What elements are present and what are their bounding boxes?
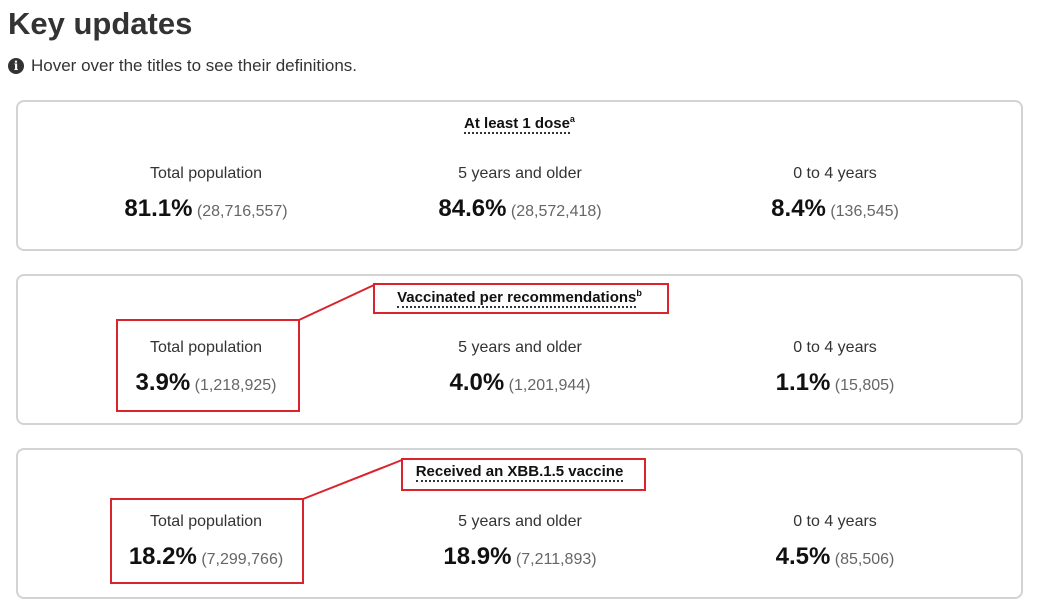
- stat-label: 0 to 4 years: [793, 165, 877, 182]
- stat-value: 84.6% (28,572,418): [370, 194, 670, 227]
- stat-total-population: Total population 3.9% (1,218,925): [56, 338, 356, 401]
- stat-value: 8.4% (136,545): [685, 194, 985, 227]
- stat-label: 0 to 4 years: [793, 513, 877, 530]
- stat-percent: 18.9%: [443, 543, 512, 570]
- stat-count: (136,545): [830, 203, 899, 220]
- card-vaccinated-per-recommendations: Vaccinated per recommendationsb Total po…: [16, 274, 1023, 425]
- hover-hint-text: Hover over the titles to see their defin…: [31, 56, 357, 75]
- stat-percent: 3.9%: [135, 369, 191, 396]
- card-at-least-one-dose: At least 1 dosea Total population 81.1% …: [16, 100, 1023, 251]
- stat-count: (7,299,766): [201, 551, 284, 568]
- stat-percent: 8.4%: [771, 195, 826, 222]
- stat-5-years-and-older: 5 years and older 4.0% (1,201,944): [370, 338, 670, 401]
- card-title: Vaccinated per recommendationsb: [18, 288, 1021, 308]
- footnote-marker: a: [569, 114, 575, 124]
- card-title: Received an XBB.1.5 vaccine: [18, 462, 1021, 482]
- card-received-xbb-vaccine: Received an XBB.1.5 vaccine Total popula…: [16, 448, 1023, 599]
- stat-5-years-and-older: 5 years and older 18.9% (7,211,893): [370, 512, 670, 575]
- stat-count: (7,211,893): [515, 551, 597, 568]
- stat-count: (85,506): [834, 551, 895, 568]
- stat-count: (28,716,557): [196, 203, 288, 220]
- stat-percent: 18.2%: [128, 543, 197, 570]
- stat-5-years-and-older: 5 years and older 84.6% (28,572,418): [370, 164, 670, 227]
- stat-percent: 84.6%: [438, 195, 507, 222]
- hover-hint: i Hover over the titles to see their def…: [8, 54, 357, 78]
- stat-0-to-4-years: 0 to 4 years 8.4% (136,545): [685, 164, 985, 227]
- stat-label: Total population: [149, 339, 263, 356]
- stat-count: (15,805): [834, 377, 895, 394]
- stat-count: (1,201,944): [508, 377, 591, 394]
- stat-total-population: Total population 18.2% (7,299,766): [56, 512, 356, 575]
- stat-0-to-4-years: 0 to 4 years 4.5% (85,506): [685, 512, 985, 575]
- stat-count: (1,218,925): [194, 377, 277, 394]
- stat-label: 5 years and older: [458, 165, 582, 182]
- info-circle-icon: i: [8, 58, 24, 74]
- stat-label: Total population: [149, 165, 263, 182]
- page-title: Key updates: [8, 6, 193, 41]
- stat-label: 5 years and older: [458, 513, 582, 530]
- stat-count: (28,572,418): [510, 203, 602, 220]
- card-title-text[interactable]: At least 1 dose: [464, 115, 570, 134]
- stat-value: 1.1% (15,805): [685, 368, 985, 401]
- stat-value: 4.5% (85,506): [685, 542, 985, 575]
- stat-value: 4.0% (1,201,944): [370, 368, 670, 401]
- card-title: At least 1 dosea: [18, 114, 1021, 134]
- stat-label: Total population: [149, 513, 263, 530]
- stat-percent: 4.5%: [775, 543, 831, 570]
- stat-label: 0 to 4 years: [793, 339, 877, 356]
- footnote-marker: b: [636, 288, 642, 298]
- stat-total-population: Total population 81.1% (28,716,557): [56, 164, 356, 227]
- stat-label: 5 years and older: [458, 339, 582, 356]
- stat-value: 3.9% (1,218,925): [56, 368, 356, 401]
- stat-value: 18.9% (7,211,893): [370, 542, 670, 575]
- stat-percent: 1.1%: [775, 369, 831, 396]
- stat-value: 18.2% (7,299,766): [56, 542, 356, 575]
- card-title-text[interactable]: Received an XBB.1.5 vaccine: [415, 463, 624, 482]
- stat-value: 81.1% (28,716,557): [56, 194, 356, 227]
- card-title-text[interactable]: Vaccinated per recommendations: [397, 289, 637, 308]
- stat-percent: 81.1%: [124, 195, 193, 222]
- stat-percent: 4.0%: [449, 369, 505, 396]
- stat-0-to-4-years: 0 to 4 years 1.1% (15,805): [685, 338, 985, 401]
